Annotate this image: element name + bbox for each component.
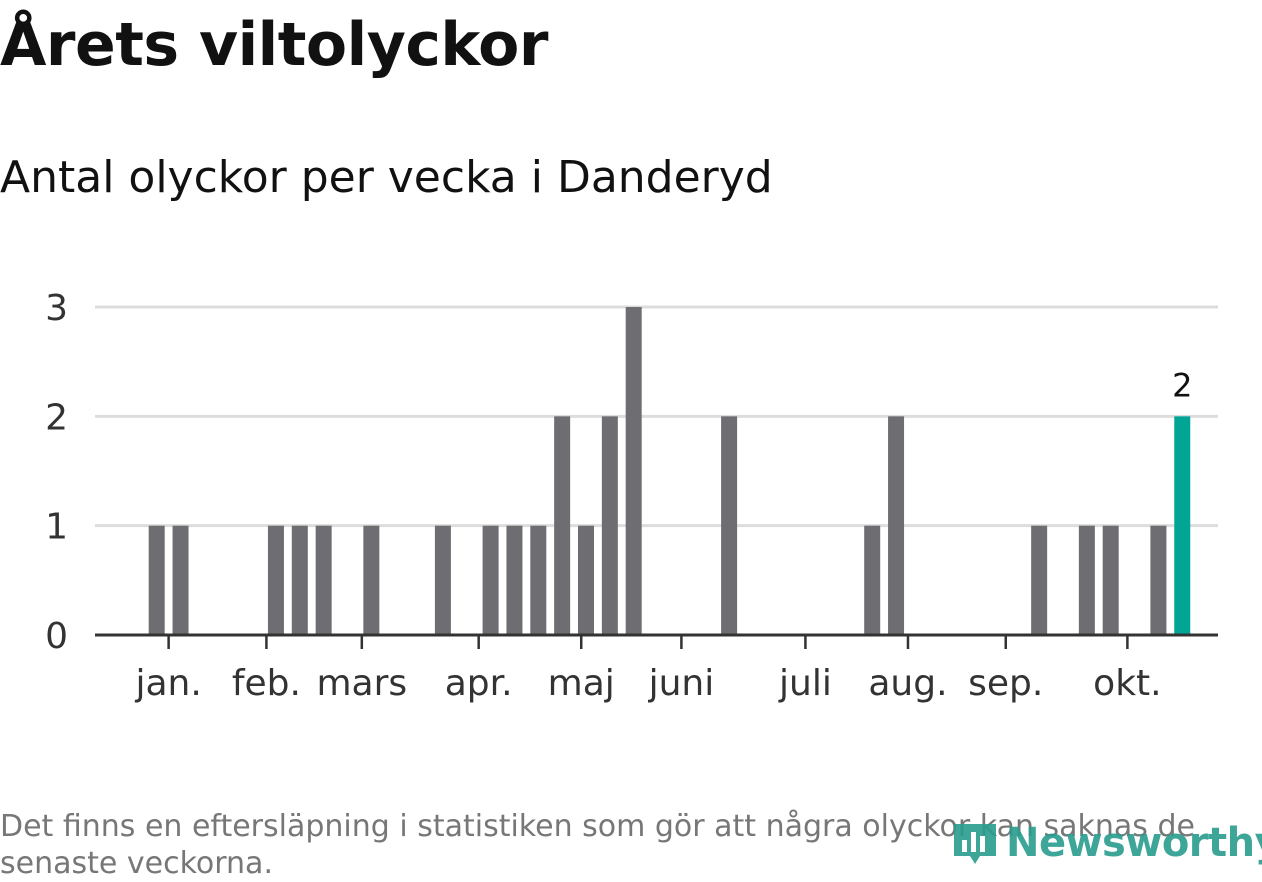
x-tick-label: okt. (1093, 663, 1161, 704)
x-tick-label: juni (648, 663, 715, 704)
data-label: 2 (1172, 366, 1192, 404)
y-tick-label: 0 (45, 616, 68, 657)
y-tick-label: 2 (45, 397, 68, 438)
bar-highlight (1174, 416, 1191, 635)
bar (1150, 525, 1167, 635)
brand-name: Newsworthy (1006, 820, 1262, 866)
bar (291, 525, 308, 635)
bar (578, 525, 594, 635)
bar (434, 525, 451, 635)
bar (625, 307, 642, 635)
bar (315, 525, 332, 635)
bar (530, 525, 547, 635)
bar (482, 525, 499, 635)
x-tick-label: jan. (134, 663, 201, 704)
bar (172, 525, 189, 635)
bar (1031, 525, 1048, 635)
x-tick-label: mars (316, 663, 407, 704)
bar-chart: 0 1 2 3 2 jan. feb. mars apr. maj juni juli aug. sep.… (45, 288, 1218, 704)
chart-subtitle: Antal olyckor per vecka i Danderyd (0, 152, 773, 203)
bar (506, 525, 523, 635)
bar (363, 525, 380, 635)
y-tick-label: 1 (45, 507, 68, 548)
bar (554, 416, 571, 635)
bar (601, 416, 618, 635)
x-tick-label: apr. (445, 663, 513, 704)
chart-title: Årets viltolyckor (0, 10, 549, 80)
bar (888, 416, 905, 635)
y-tick-label: 3 (45, 288, 68, 329)
brand-logo: Newsworthy (950, 818, 1262, 868)
bar (864, 525, 881, 635)
bar (148, 525, 165, 635)
bar (267, 525, 284, 635)
bar (1102, 525, 1119, 635)
newsworthy-logo-icon (954, 824, 996, 864)
bar (1078, 525, 1095, 635)
x-tick-label: sep. (968, 663, 1043, 704)
x-tick-label: juli (778, 663, 832, 704)
x-tick-label: feb. (232, 663, 301, 704)
x-tick-label: maj (548, 663, 615, 704)
x-tick-label: aug. (868, 663, 947, 704)
bar (721, 416, 738, 635)
